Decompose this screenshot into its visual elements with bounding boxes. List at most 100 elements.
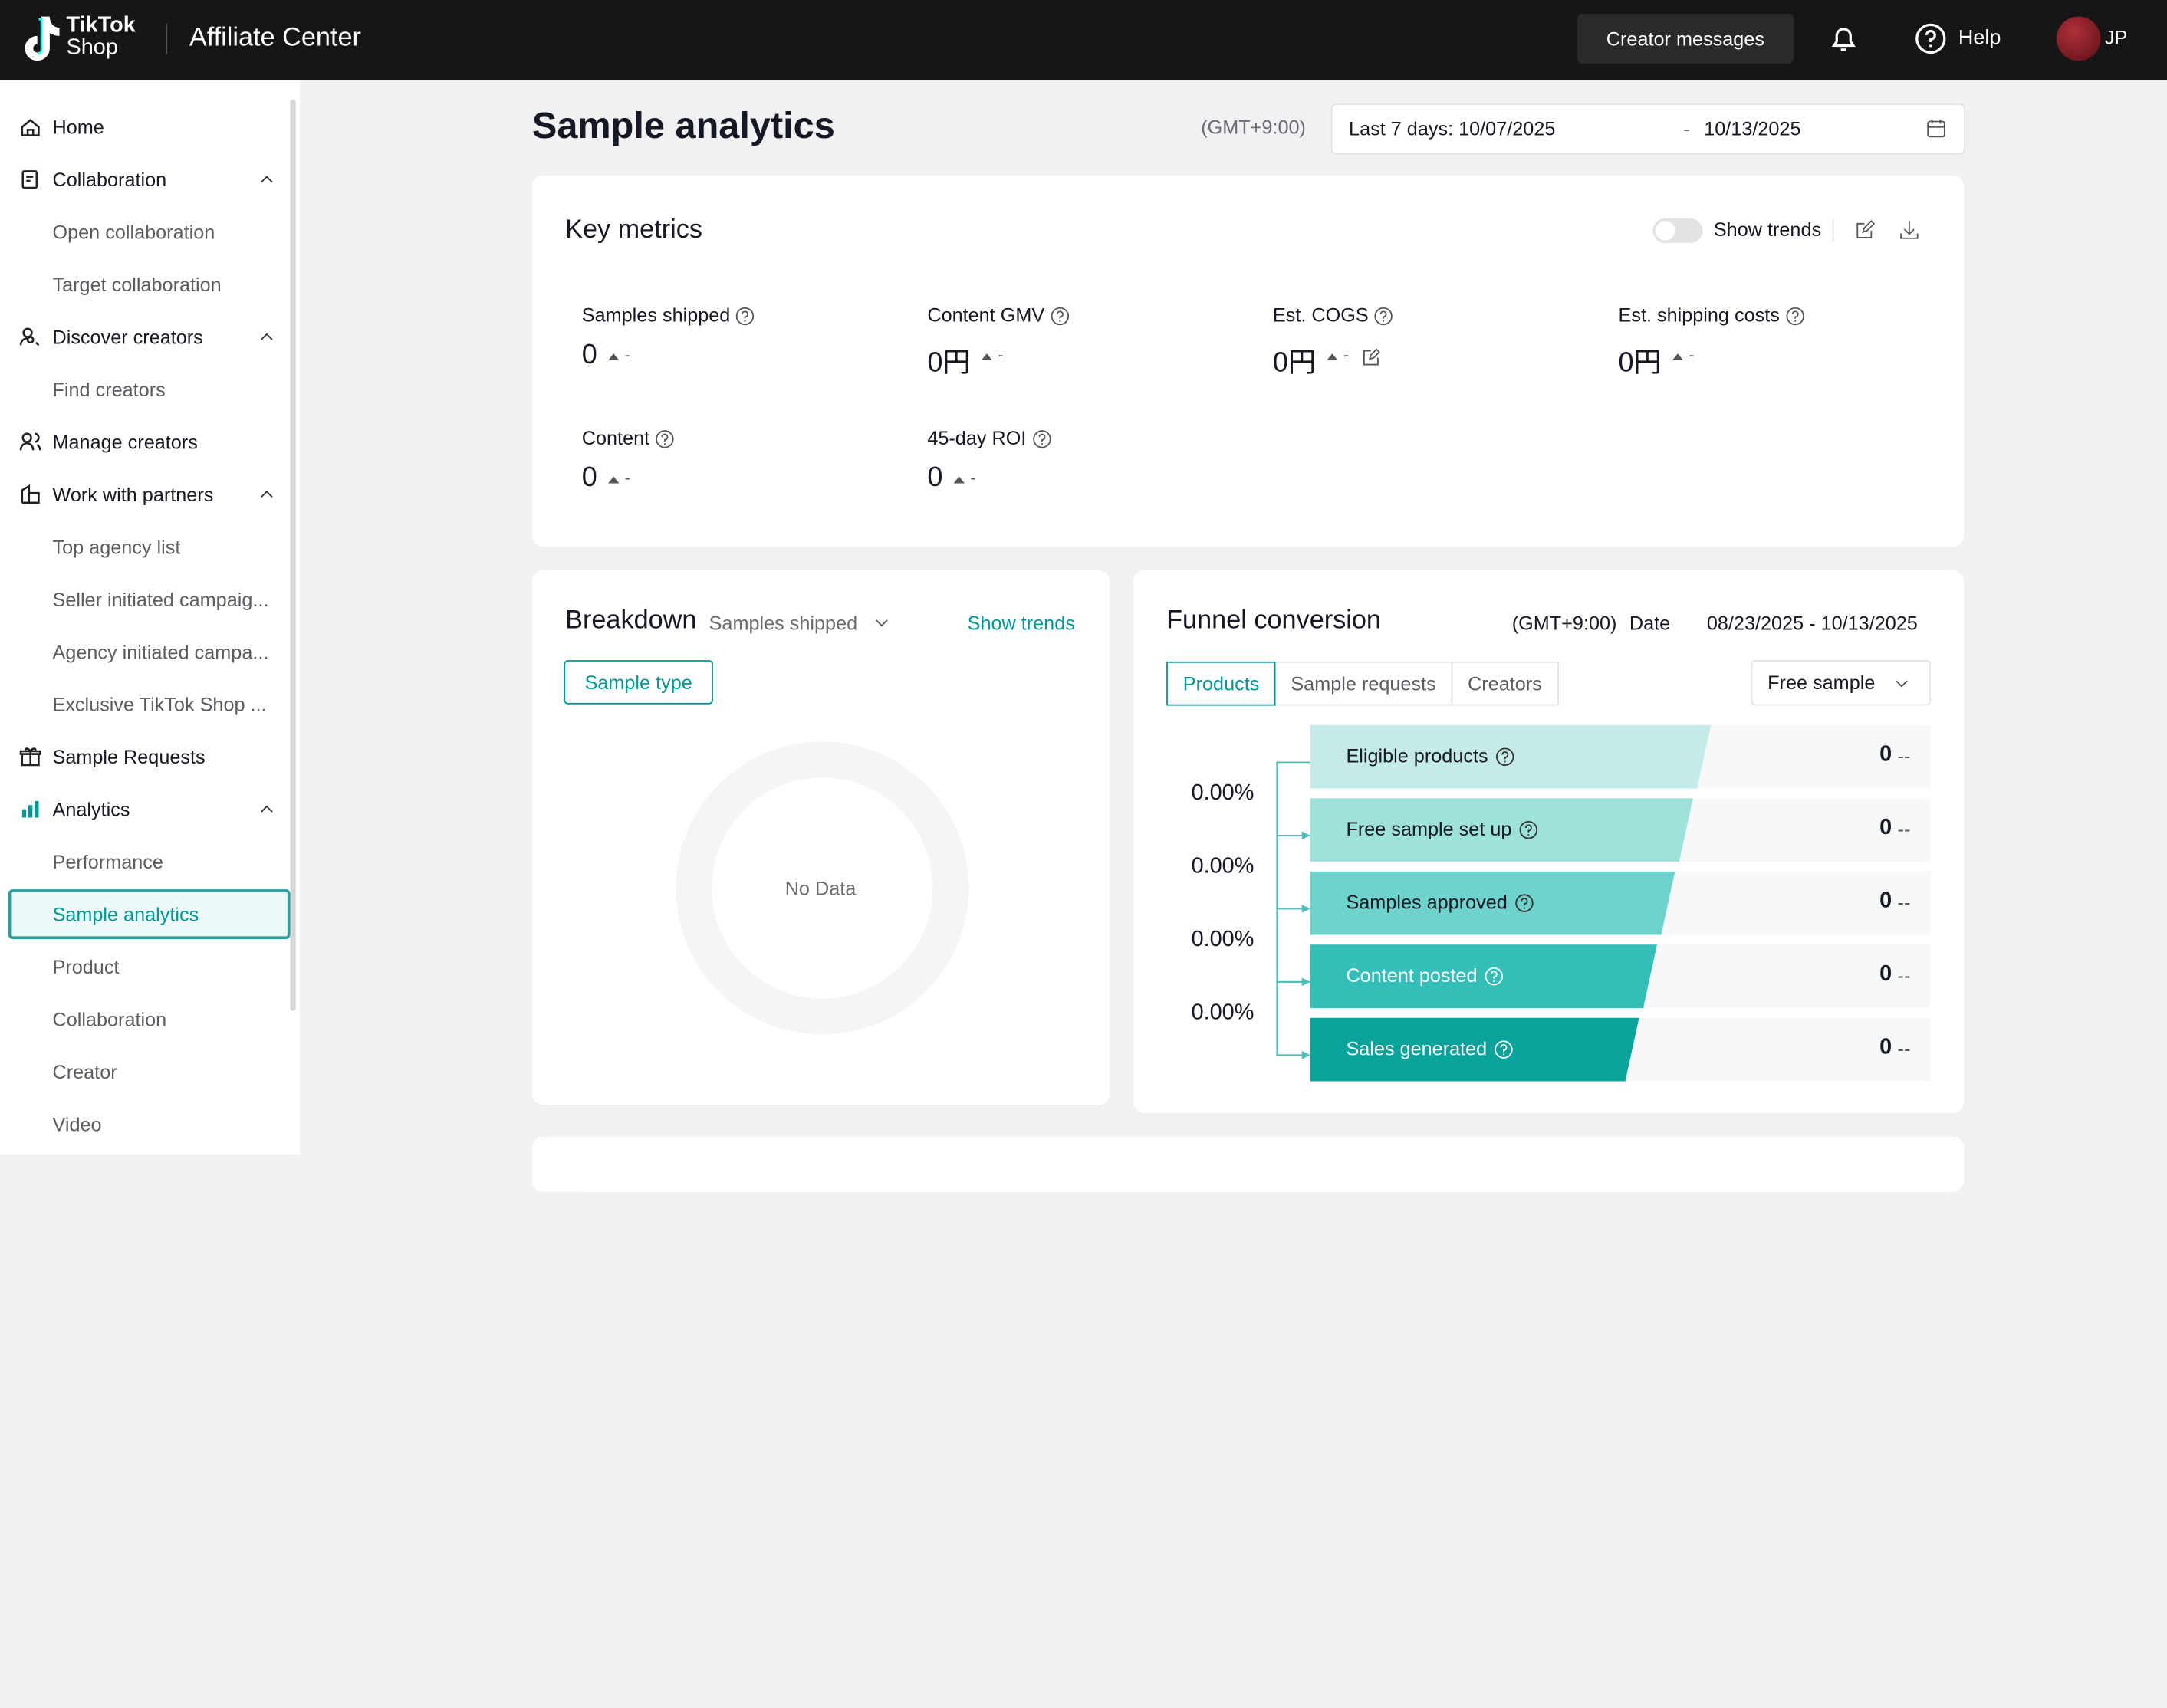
path-shape (260, 333, 273, 340)
path-shape (26, 176, 34, 182)
date-separator: - (1683, 117, 1690, 140)
circle-shape (22, 327, 33, 338)
trend-up-icon (608, 353, 620, 361)
nav-subitem[interactable]: Sample analytics (52, 903, 199, 925)
nav-item[interactable]: Work with partners (52, 483, 214, 506)
divider (1832, 219, 1834, 242)
nav-subitem[interactable]: Video (52, 1112, 102, 1135)
path-shape (1896, 680, 1908, 688)
nav-subitem[interactable]: Creator (52, 1060, 117, 1083)
help-icon (1786, 307, 1804, 326)
stage-bar (1310, 1017, 1639, 1082)
nav-subitem[interactable]: Target collaboration (52, 273, 222, 296)
trends-toggle[interactable] (1652, 218, 1703, 244)
connector (1276, 980, 1310, 1059)
help-icon (656, 430, 674, 448)
card-title: Key metrics (565, 215, 703, 245)
circle-shape (1374, 307, 1393, 326)
date-label: Date (1629, 612, 1671, 634)
nav-item[interactable]: Home (52, 116, 104, 139)
stage-value: 0 (1879, 962, 1892, 987)
metric-value: 0 (581, 462, 597, 494)
path-shape (1310, 798, 1693, 862)
body: TikTok Shop Affiliate Center Creator mes… (0, 0, 2167, 1192)
metric-value: 0 (581, 340, 597, 370)
path-shape (1056, 310, 1064, 322)
help-icon[interactable] (1914, 22, 1947, 55)
notifications[interactable] (1827, 22, 1860, 55)
stage-change: -- (1897, 817, 1911, 840)
dropdown-label: Free sample (1767, 671, 1876, 694)
nav-subitem[interactable]: Product (52, 955, 120, 978)
stage-value: 0 (1879, 889, 1892, 913)
metric-change: - (1689, 345, 1695, 365)
connector (1276, 761, 1310, 840)
trend-up-icon (953, 476, 965, 484)
download-icon[interactable] (1899, 219, 1919, 240)
path-shape (1310, 1017, 1639, 1082)
creator-messages-button[interactable]: Creator messages (1577, 14, 1794, 64)
path-shape (876, 619, 888, 627)
key-metrics-card: Key metrics Show trends Samples shipped 0… (531, 175, 1965, 547)
nav-subitem[interactable]: Exclusive TikTok Shop ... (52, 693, 267, 716)
path-shape (1500, 1043, 1508, 1056)
type-dropdown[interactable]: Free sample (1751, 660, 1931, 706)
nav-subitem[interactable]: Agency initiated campa... (52, 640, 269, 663)
nav-icon (21, 484, 40, 504)
circle-shape (1519, 820, 1538, 839)
nav-item[interactable]: Collaboration (52, 168, 167, 191)
help-link[interactable]: Help (1958, 26, 2001, 50)
empty-donut (676, 741, 969, 1035)
stage-bar (1310, 944, 1657, 1009)
path-shape (661, 433, 669, 445)
metric-label: Content GMV (927, 304, 1045, 327)
empty-label: No Data (784, 876, 857, 899)
help-icon (1495, 747, 1514, 766)
collapse-chevron (260, 491, 273, 498)
nav-subitem[interactable]: Open collaboration (52, 221, 215, 244)
circle-shape (1485, 967, 1504, 986)
metric-dropdown[interactable]: Samples shipped (709, 612, 858, 634)
nav-item[interactable]: Analytics (52, 798, 130, 821)
nav-item[interactable]: Sample Requests (52, 745, 206, 768)
stage-label: Eligible products (1346, 744, 1488, 767)
funnel-tab[interactable]: Sample requests (1274, 661, 1453, 706)
connector (1276, 908, 1310, 987)
trend-up-icon (608, 476, 620, 484)
path-shape (21, 800, 39, 818)
date-range: 08/23/2025 - 10/13/2025 (1706, 612, 1918, 634)
metric-label: 45-day ROI (927, 426, 1027, 449)
nav-item[interactable]: Manage creators (52, 431, 198, 453)
date-picker[interactable]: Last 7 days: 10/07/2025 - 10/13/2025 (1330, 103, 1965, 155)
path-shape (1276, 908, 1310, 983)
nav-subitem[interactable]: Collaboration (52, 1008, 167, 1030)
path-shape (260, 805, 273, 813)
help-icon (1495, 1040, 1513, 1059)
nav-subitem[interactable]: Find creators (52, 378, 166, 401)
metric-change: - (624, 345, 630, 365)
avatar[interactable] (2056, 16, 2101, 61)
path-shape (1856, 219, 1876, 238)
nav-subitem[interactable]: Top agency list (52, 535, 181, 558)
path-shape (19, 747, 41, 765)
path-shape (1672, 353, 1684, 361)
nav-icon (21, 119, 40, 136)
circle-shape (1515, 894, 1534, 912)
funnel-tab[interactable]: Creators (1451, 661, 1559, 706)
funnel-tab[interactable]: Products (1166, 661, 1276, 706)
app: TikTok Shop Affiliate Center Creator mes… (0, 0, 2167, 1192)
rect-shape (21, 170, 38, 189)
divider (166, 23, 168, 54)
nav-subitem[interactable]: Seller initiated campaig... (52, 588, 269, 611)
edit-icon[interactable] (1855, 219, 1876, 240)
nav-subitem[interactable]: Performance (52, 850, 163, 873)
stage-bar (1310, 871, 1675, 935)
path-shape (1490, 971, 1498, 982)
nav-item[interactable]: Discover creators (52, 326, 203, 348)
timezone: (GMT+9:00) (1511, 612, 1617, 634)
circle-shape (21, 432, 32, 443)
stage-value: 0 (1879, 816, 1892, 840)
show-trends-link[interactable]: Show trends (967, 612, 1075, 634)
metric-value: 0 (927, 462, 943, 494)
tab[interactable]: Sample type (564, 660, 713, 705)
